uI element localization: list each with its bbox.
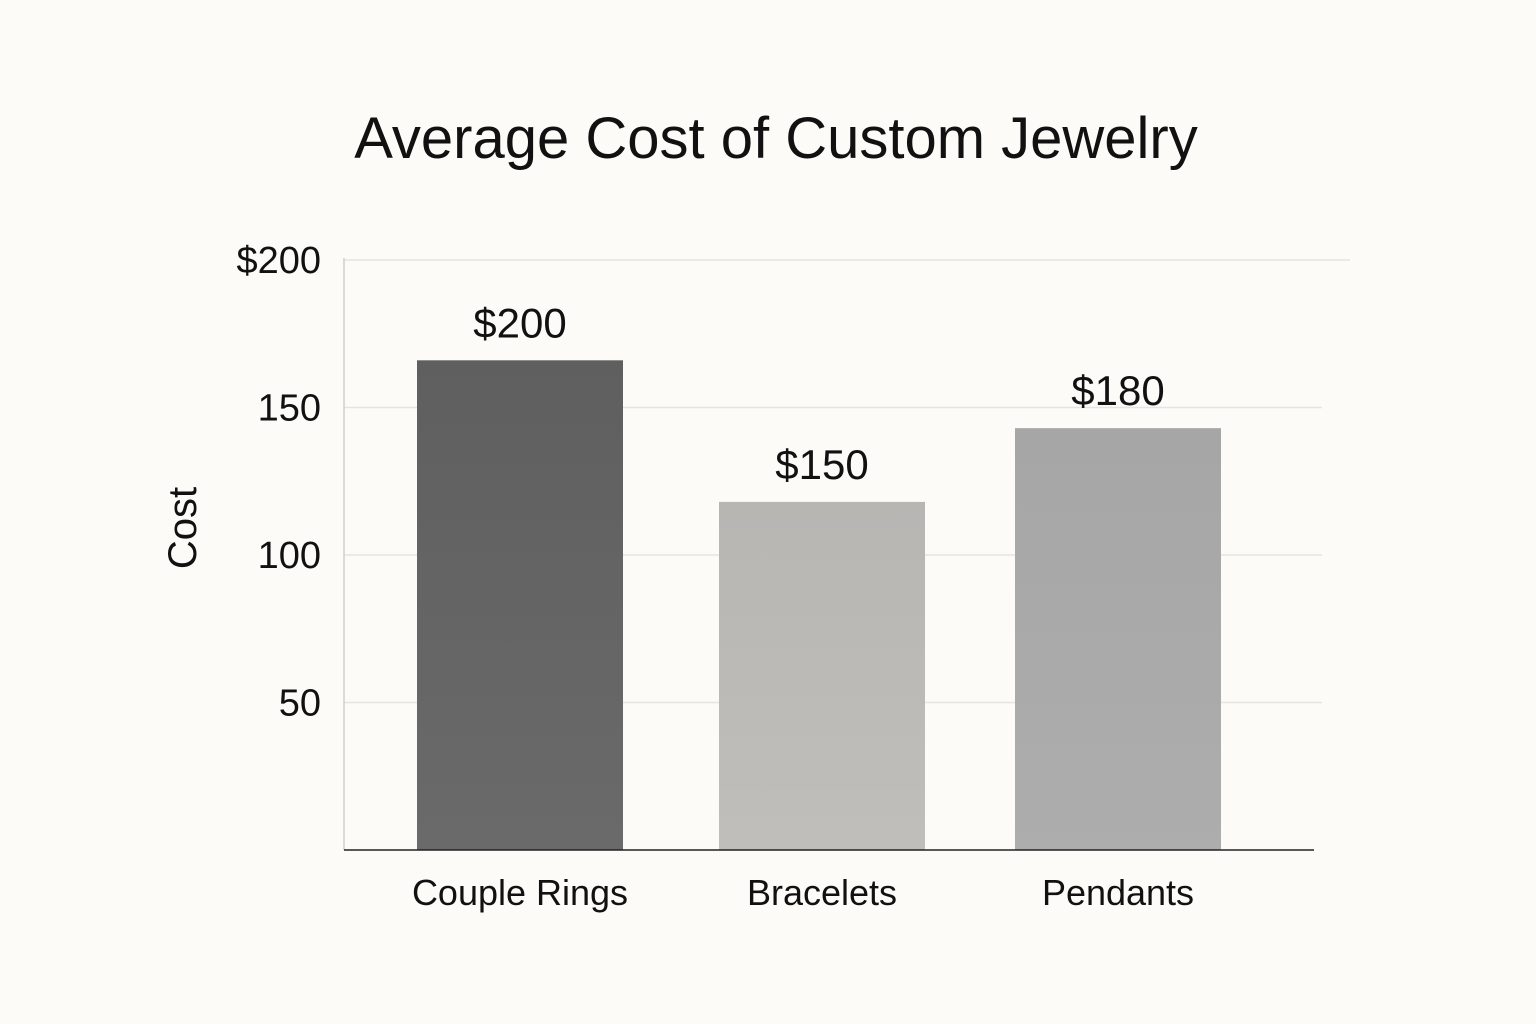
y-axis-ticks: $200 150 100 50 (236, 240, 321, 725)
x-category-label: Bracelets (747, 872, 897, 913)
bar-pendants (1015, 428, 1221, 850)
y-tick-label: 150 (258, 388, 321, 430)
y-tick-label: 100 (258, 535, 321, 577)
data-label: $180 (1071, 367, 1164, 414)
x-category-label: Pendants (1042, 872, 1194, 913)
x-category-label: Couple Rings (412, 872, 628, 913)
data-label: $150 (775, 441, 868, 488)
y-tick-label: $200 (236, 240, 321, 282)
bar-couple-rings (417, 360, 623, 850)
x-axis-categories: Couple Rings Bracelets Pendants (412, 872, 1194, 913)
data-labels: $200 $150 $180 (473, 299, 1164, 488)
chart-title: Average Cost of Custom Jewelry (354, 106, 1198, 171)
data-label: $200 (473, 299, 566, 346)
bar-bracelets (719, 501, 925, 850)
y-tick-label: 50 (279, 683, 321, 725)
bars (417, 360, 1221, 850)
y-axis-label: Cost (161, 487, 205, 569)
